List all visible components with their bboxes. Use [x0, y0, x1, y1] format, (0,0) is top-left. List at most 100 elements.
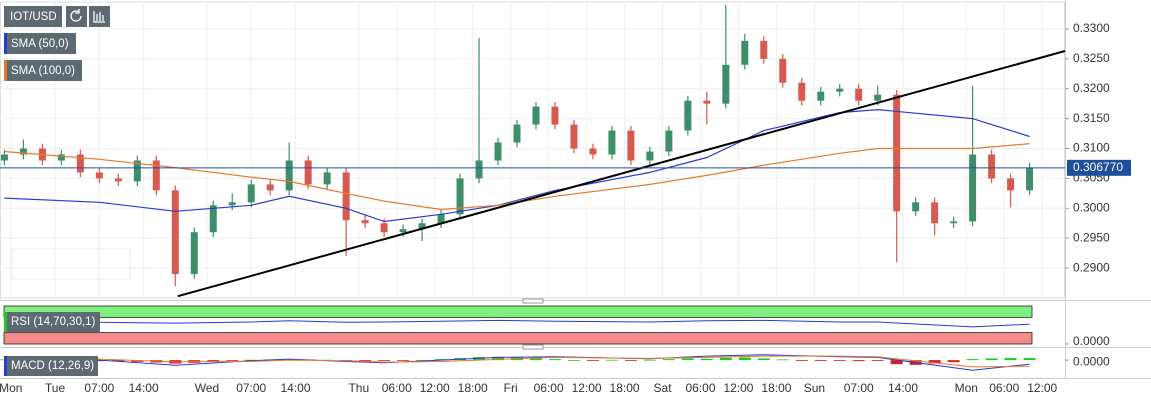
- symbol-label: IOT/USD: [4, 6, 62, 27]
- refresh-icon: [70, 9, 82, 22]
- candle-body: [209, 205, 217, 233]
- legend-label: SMA (100,0): [11, 65, 75, 77]
- y-tick-label: 0.0000: [1073, 354, 1110, 368]
- candle-body: [760, 40, 768, 59]
- histogram-bar: [757, 358, 770, 361]
- candle-body: [95, 172, 103, 179]
- y-tick-label: 0.3200: [1073, 81, 1110, 95]
- band: [3, 332, 1033, 345]
- histogram-bar: [397, 360, 410, 361]
- histogram-bar: [776, 359, 789, 361]
- candle-body: [551, 106, 559, 125]
- candle-body: [722, 64, 730, 104]
- label-box: [4, 6, 62, 27]
- histogram-bar: [226, 360, 239, 361]
- candle-body: [1007, 178, 1015, 191]
- candle-body: [285, 160, 293, 191]
- histogram-bar: [245, 359, 258, 361]
- candle-body: [437, 214, 445, 224]
- candle-body: [475, 160, 483, 179]
- histogram-bar: [605, 359, 618, 361]
- histogram-bar: [985, 358, 998, 361]
- candle-body: [380, 223, 388, 233]
- histogram-bar: [359, 360, 372, 362]
- histogram-bar: [1004, 358, 1017, 361]
- x-tick-label: 06:00: [989, 381, 1019, 395]
- histogram-bar: [131, 360, 144, 362]
- histogram-bar: [643, 359, 656, 361]
- x-tick-label: 07:00: [844, 381, 874, 395]
- histogram-bar: [681, 358, 694, 361]
- histogram-bar: [548, 359, 561, 361]
- candle-body: [152, 160, 160, 191]
- candle-body: [589, 148, 597, 155]
- candle-body: [988, 154, 996, 179]
- candle-body: [456, 178, 464, 215]
- histogram-bar: [814, 360, 827, 361]
- label-stripe: [4, 312, 7, 332]
- x-tick-label: 18:00: [458, 381, 488, 395]
- band: [3, 305, 1033, 318]
- candle-body: [266, 184, 274, 191]
- price-panel: [0, 1, 1065, 299]
- x-tick-label: 07:00: [84, 381, 114, 395]
- histogram-bar: [1023, 358, 1036, 361]
- candle-body: [247, 184, 255, 203]
- candle-body: [665, 130, 673, 152]
- x-tick-label: Thu: [348, 381, 369, 395]
- histogram-bar: [852, 360, 865, 362]
- x-tick-label: 18:00: [610, 381, 640, 395]
- candle-body: [532, 106, 540, 125]
- candle-body: [418, 223, 426, 230]
- histogram-bar: [928, 360, 941, 364]
- candle-body: [779, 58, 787, 83]
- symbol: IOT/USD: [10, 11, 57, 23]
- x-tick-label: Tue: [45, 381, 66, 395]
- histogram-bar: [93, 360, 106, 362]
- macd-label: MACD (12,26,9): [4, 356, 98, 376]
- y-tick-label: 0.3250: [1073, 51, 1110, 65]
- candle-body: [608, 130, 616, 155]
- resize-handle[interactable]: [522, 344, 544, 350]
- histogram-bar: [492, 356, 505, 361]
- x-tick-label: 14:00: [129, 381, 159, 395]
- indicator-title: RSI (14,70,30,1): [11, 316, 96, 328]
- histogram-bar: [586, 360, 599, 361]
- candle-body: [190, 232, 198, 275]
- refresh-button[interactable]: [66, 6, 87, 27]
- y-tick-label: 0.3100: [1073, 141, 1110, 155]
- candle-body: [19, 148, 27, 155]
- candle-body: [950, 221, 958, 224]
- label-box: [4, 356, 98, 376]
- candle-body: [684, 100, 692, 131]
- legend-item: SMA (50,0): [4, 33, 76, 54]
- resize-handle[interactable]: [522, 298, 544, 304]
- candle-body: [171, 190, 179, 275]
- sma-line: [4, 143, 1030, 211]
- histogram-bar: [529, 358, 542, 361]
- x-tick-label: 12:00: [572, 381, 602, 395]
- histogram-bar: [207, 360, 220, 362]
- histogram-bar: [833, 360, 846, 361]
- last-price-box: [1067, 159, 1131, 176]
- candle-body: [133, 160, 141, 182]
- legend-swatch: [4, 60, 7, 81]
- candle-body: [912, 202, 920, 212]
- x-tick-label: Mon: [955, 381, 978, 395]
- candle-body: [646, 151, 654, 161]
- x-tick-label: 06:00: [534, 381, 564, 395]
- x-tick-label: 12:00: [723, 381, 753, 395]
- candle-body: [361, 220, 369, 224]
- y-tick-label: 0.3150: [1073, 111, 1110, 125]
- candle-body: [627, 130, 635, 161]
- candle-body: [855, 88, 863, 101]
- candle-body: [114, 178, 122, 182]
- candle-body: [741, 40, 749, 65]
- x-tick-label: 06:00: [382, 381, 412, 395]
- candle-body: [874, 94, 882, 101]
- histogram-bar: [719, 357, 732, 361]
- candle-body: [836, 88, 844, 92]
- histogram-bar: [378, 360, 391, 361]
